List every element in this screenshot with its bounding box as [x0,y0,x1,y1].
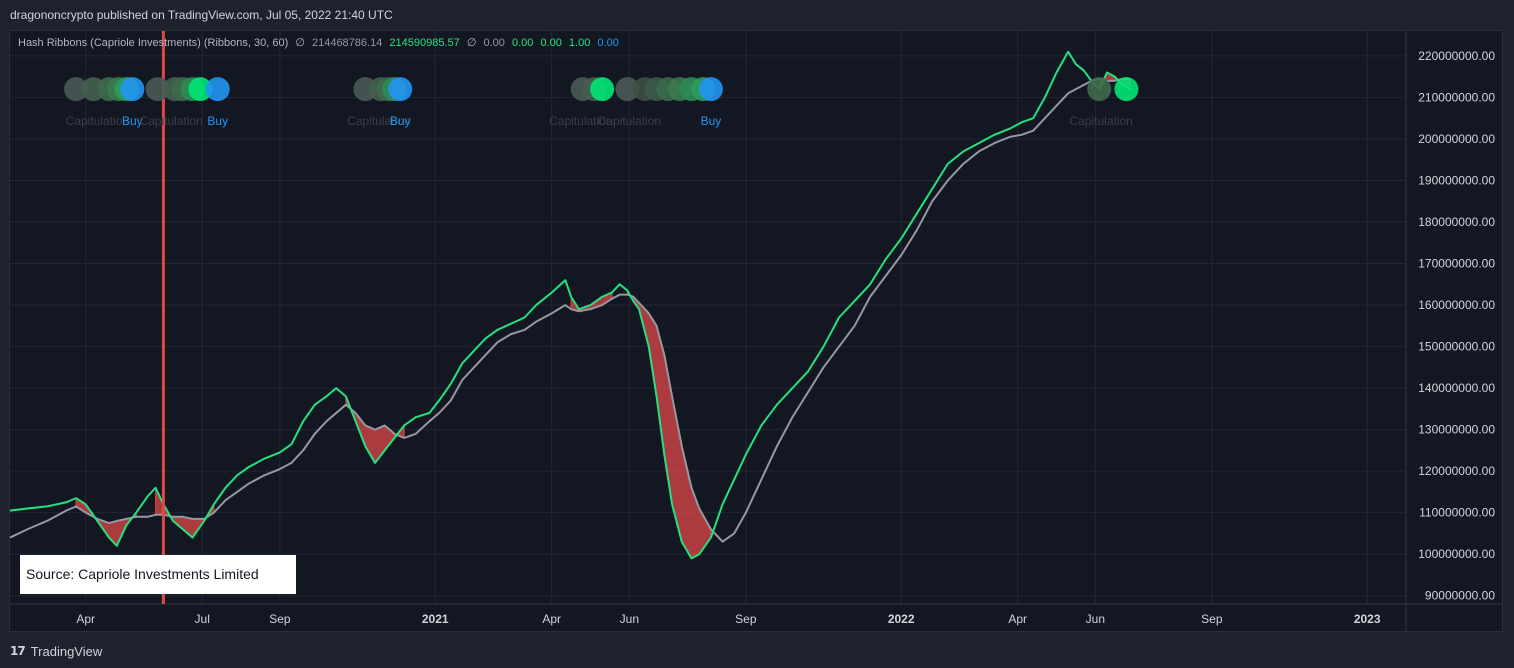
tradingview-logo-icon: 17 [10,644,26,658]
x-tick-label: Jun [1086,612,1105,626]
legend-null-symbol-2: ∅ [466,37,477,49]
signal-dot [145,77,170,102]
capitulation-label: Capitulation [549,114,612,128]
legend-value-2: 214590985.57 [389,37,460,49]
y-tick-label: 110000000.00 [1419,506,1495,520]
signal-dot [64,77,89,102]
x-tick-label: Jul [195,612,210,626]
signal-dot [1114,77,1139,102]
y-tick-label: 130000000.00 [1418,423,1495,437]
slow-ma-line [9,77,1131,543]
x-tick-label: Sep [735,612,757,626]
signal-dot [188,77,213,102]
x-tick-label: Sep [269,612,291,626]
legend-value-3: 0.00 [483,37,505,49]
publish-header: dragononcrypto published on TradingView.… [10,8,393,22]
y-tick-label: 180000000.00 [1418,215,1495,229]
y-tick-label: 100000000.00 [1418,547,1495,561]
legend-value-5: 0.00 [540,37,562,49]
legend-null-symbol: ∅ [295,37,305,49]
legend-value-6: 1.00 [568,37,591,49]
signal-dot [388,77,413,102]
signal-dot [120,77,145,102]
capitulation-label: Capitulation [347,114,410,128]
x-tick-label: Apr [76,612,95,626]
buy-label: Buy [122,114,143,128]
x-tick-label: Jun [620,612,639,626]
buy-label: Buy [207,114,228,128]
y-tick-label: 170000000.00 [1418,257,1495,271]
indicator-legend[interactable]: Hash Ribbons (Capriole Investments) (Rib… [18,36,623,49]
signal-dot [698,77,723,102]
signal-dot [590,77,615,102]
y-tick-label: 150000000.00 [1418,340,1495,354]
capitulation-label: Capitulation [1069,114,1132,128]
source-note: Source: Capriole Investments Limited [20,555,296,594]
signal-dot [205,77,230,102]
chart-frame[interactable] [9,30,1503,632]
fast-ma-line [9,50,1131,560]
x-tick-label: 2021 [422,612,449,626]
legend-name[interactable]: Hash Ribbons (Capriole Investments) (Rib… [18,37,289,49]
legend-value-7: 0.00 [597,37,619,49]
y-tick-label: 90000000.00 [1425,589,1495,603]
legend-value-4: 0.00 [511,37,534,49]
x-tick-label: 2023 [1354,612,1381,626]
brand-name[interactable]: TradingView [30,643,103,659]
x-tick-label: Apr [1008,612,1027,626]
y-tick-label: 210000000.00 [1418,90,1495,104]
x-tick-label: Sep [1201,612,1223,626]
y-tick-label: 120000000.00 [1418,464,1495,478]
buy-label: Buy [701,114,722,128]
buy-label: Buy [390,114,411,128]
signal-dot [615,77,640,102]
legend-value-1: 214468786.14 [311,37,383,49]
y-tick-label: 160000000.00 [1418,298,1495,312]
capitulation-fill [626,288,712,559]
x-tick-label: 2022 [888,612,915,626]
signal-dot [1087,77,1112,102]
capitulation-label: Capitulation [139,114,202,128]
footer: 17 TradingView [10,640,102,662]
y-tick-label: 190000000.00 [1418,173,1495,187]
x-tick-label: Apr [542,612,561,626]
y-tick-label: 140000000.00 [1418,381,1495,395]
y-tick-label: 200000000.00 [1418,132,1495,146]
capitulation-label: Capitulation [598,114,661,128]
y-tick-label: 220000000.00 [1418,49,1495,63]
capitulation-label: Capitulation [66,114,129,128]
